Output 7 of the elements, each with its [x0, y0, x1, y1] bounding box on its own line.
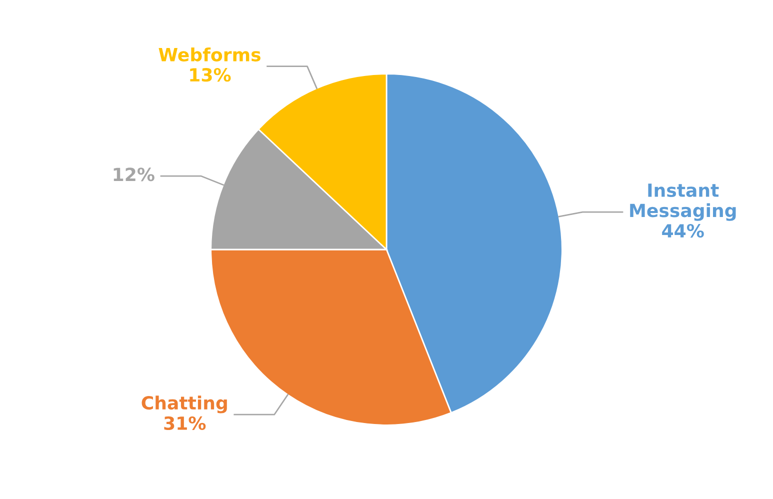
data-label: 12% — [114, 168, 154, 182]
data-label: 44% — [662, 224, 704, 238]
slice-label: Instant Messaging — [630, 184, 736, 221]
data-label: 13% — [190, 68, 231, 82]
slice-label: Chatting — [142, 396, 227, 414]
data-label: 31% — [164, 416, 206, 430]
slice-label: Webforms — [158, 47, 260, 62]
